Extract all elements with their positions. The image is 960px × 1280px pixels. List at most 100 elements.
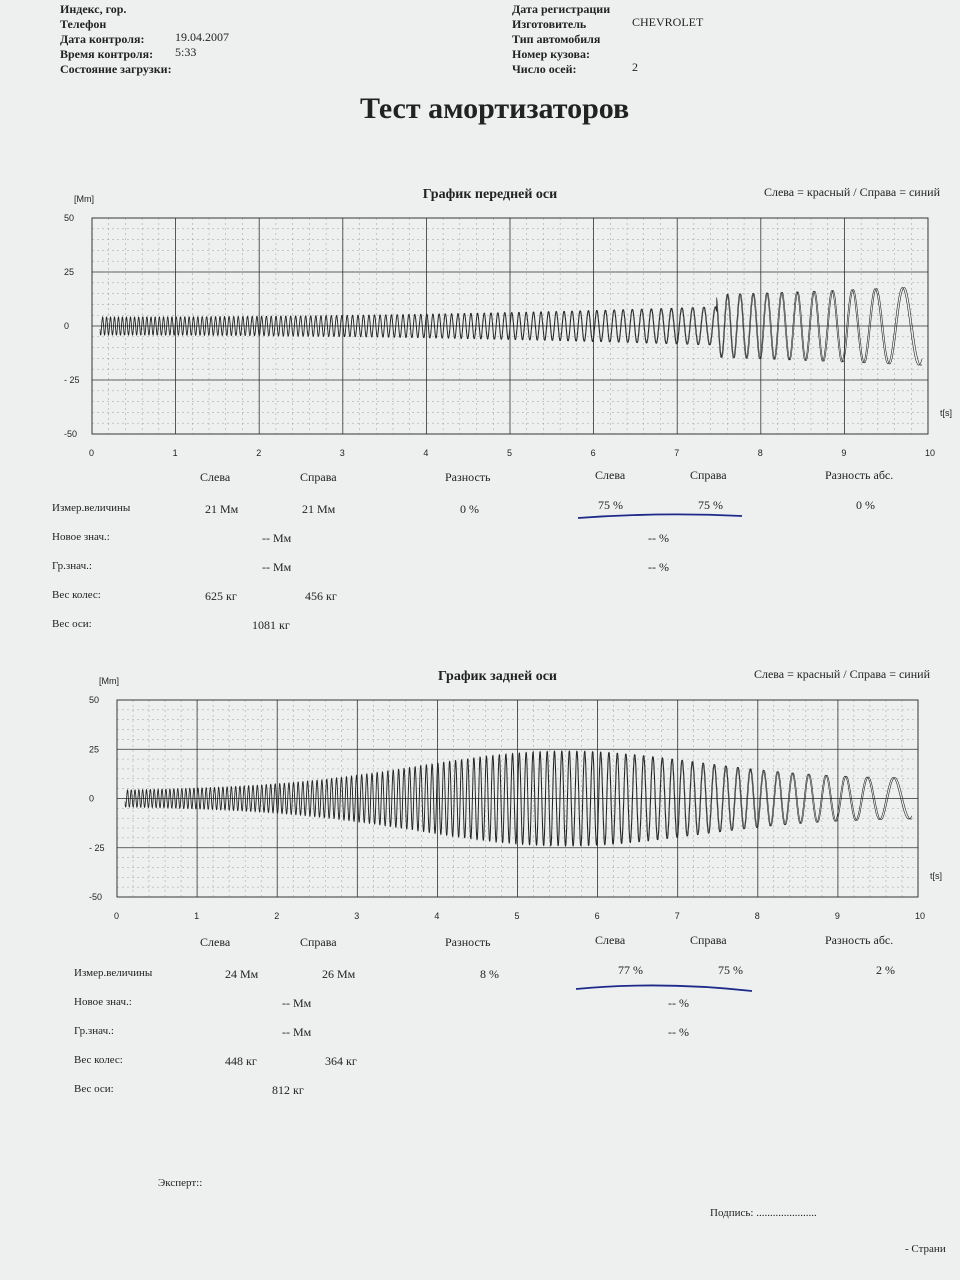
x-tick-label: 4 (434, 911, 439, 921)
field-label: Дата регистрации (512, 2, 611, 16)
x-tick-label: 10 (925, 448, 935, 458)
cell-value: 1081 кг (252, 618, 290, 632)
row-label: Вес колес: (74, 1054, 123, 1066)
x-tick-label: 7 (674, 448, 679, 458)
row-label: Вес колес: (52, 589, 101, 601)
y-tick-label: -50 (89, 892, 102, 902)
row-label: Измер.величины (74, 967, 153, 979)
y-unit: [Mm] (74, 194, 94, 204)
expert-label: Эксперт:: (158, 1177, 203, 1189)
x-tick-label: 10 (915, 911, 925, 921)
x-tick-label: 4 (423, 448, 428, 458)
legend-note: Слева = красный / Справа = синий (754, 667, 931, 681)
cell-value: -- % (648, 531, 669, 545)
cell-value: 21 Мм (302, 502, 336, 516)
cell-value: -- % (668, 1025, 689, 1039)
page-label: - Страни (905, 1243, 946, 1255)
field-label: Телефон (60, 17, 107, 31)
y-unit: [Mm] (99, 676, 119, 686)
graph-title: График передней оси (423, 187, 557, 202)
x-tick-label: 2 (274, 911, 279, 921)
cell-value: 0 % (460, 502, 479, 516)
column-header: Разность абс. (825, 468, 894, 482)
x-unit: t[s] (930, 871, 942, 881)
field-label: Состояние загрузки: (60, 62, 172, 76)
column-header: Слева (595, 933, 626, 947)
cell-value: 21 Мм (205, 502, 239, 516)
y-tick-label: - 25 (89, 843, 105, 853)
column-header: Слева (200, 470, 231, 484)
field-label: Изготовитель (512, 17, 587, 31)
x-tick-label: 1 (173, 448, 178, 458)
x-tick-label: 5 (515, 911, 520, 921)
x-tick-label: 5 (507, 448, 512, 458)
cell-value: -- Мм (282, 996, 312, 1010)
cell-value: 448 кг (225, 1054, 257, 1068)
x-tick-label: 0 (114, 911, 119, 921)
y-tick-label: 25 (89, 744, 99, 754)
column-header: Справа (300, 935, 337, 949)
row-label: Гр.знач.: (74, 1025, 114, 1037)
column-header: Слева (595, 468, 626, 482)
field-label: Число осей: (512, 62, 577, 76)
pen-underline (577, 513, 743, 519)
cell-value: 75 % (598, 498, 623, 512)
x-tick-label: 6 (591, 448, 596, 458)
column-header: Слева (200, 935, 231, 949)
cell-value: -- % (668, 996, 689, 1010)
column-header: Разность абс. (825, 933, 894, 947)
y-tick-label: 0 (64, 321, 69, 331)
cell-value: -- Мм (262, 531, 292, 545)
cell-value: 75 % (698, 498, 723, 512)
column-header: Разность (445, 935, 491, 949)
row-label: Новое знач.: (52, 531, 110, 543)
cell-value: 625 кг (205, 589, 237, 603)
x-tick-label: 1 (194, 911, 199, 921)
field-label: Время контроля: (60, 47, 154, 61)
field-label: Дата контроля: (60, 32, 145, 46)
field-label: Тип автомобиля (512, 32, 601, 46)
y-tick-label: 0 (89, 794, 94, 804)
cell-value: 26 Мм (322, 967, 356, 981)
x-tick-label: 0 (89, 448, 94, 458)
column-header: Разность (445, 470, 491, 484)
field-value: 2 (632, 60, 638, 74)
cell-value: -- Мм (282, 1025, 312, 1039)
column-header: Справа (690, 933, 727, 947)
x-tick-label: 9 (841, 448, 846, 458)
field-label: Номер кузова: (512, 47, 590, 61)
x-tick-label: 2 (256, 448, 261, 458)
cell-value: 24 Мм (225, 967, 259, 981)
y-tick-label: -50 (64, 429, 77, 439)
x-tick-label: 8 (755, 911, 760, 921)
cell-value: 75 % (718, 963, 743, 977)
field-value: CHEVROLET (632, 15, 704, 29)
field-label: Индекс, гор. (60, 2, 127, 16)
cell-value: 2 % (876, 963, 895, 977)
field-value: 19.04.2007 (175, 30, 229, 44)
x-tick-label: 7 (675, 911, 680, 921)
y-tick-label: 50 (64, 213, 74, 223)
x-tick-label: 6 (595, 911, 600, 921)
x-unit: t[s] (940, 408, 952, 418)
x-tick-label: 8 (758, 448, 763, 458)
cell-value: 77 % (618, 963, 643, 977)
graph-title: График задней оси (438, 669, 557, 684)
y-tick-label: 50 (89, 695, 99, 705)
oscillation-trace (99, 287, 923, 366)
x-tick-label: 3 (354, 911, 359, 921)
cell-value: -- Мм (262, 560, 292, 574)
cell-value: 812 кг (272, 1083, 304, 1097)
column-header: Справа (300, 470, 337, 484)
oscillation-trace (124, 749, 913, 848)
row-label: Измер.величины (52, 502, 131, 514)
x-tick-label: 9 (835, 911, 840, 921)
x-tick-label: 3 (340, 448, 345, 458)
column-header: Справа (690, 468, 727, 482)
row-label: Гр.знач.: (52, 560, 92, 572)
row-label: Вес оси: (52, 618, 92, 630)
pen-underline (575, 984, 753, 992)
cell-value: 0 % (856, 498, 875, 512)
field-value: 5:33 (175, 45, 197, 59)
